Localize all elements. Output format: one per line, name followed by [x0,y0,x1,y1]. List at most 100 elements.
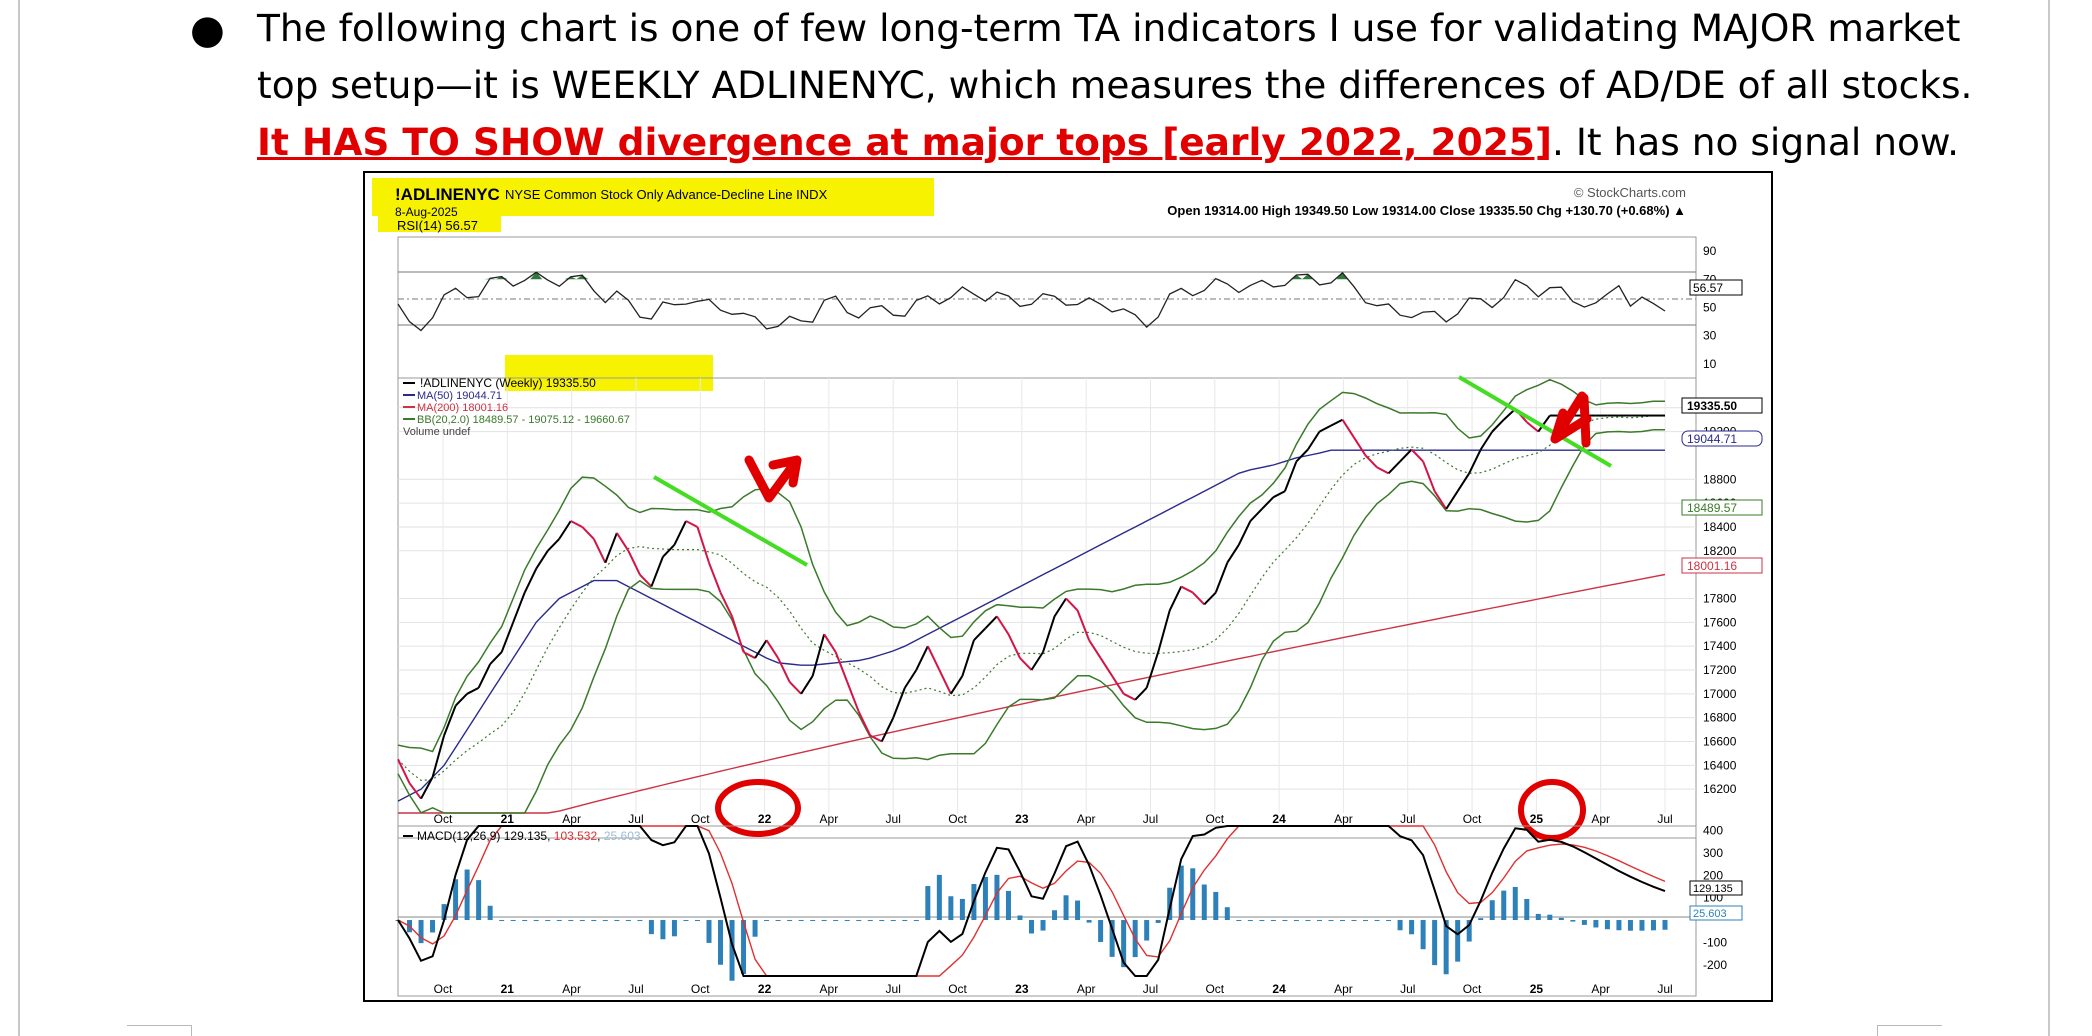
macd-hist-bar [1213,891,1219,921]
price-segment [1203,591,1217,606]
price-segment [547,538,560,552]
price-segment [558,520,572,540]
macd-hist-bar [1420,920,1426,950]
price-tick-label: 16800 [1703,711,1737,725]
price-segment [500,621,515,653]
price-segment [708,562,722,593]
macd-signal-line [397,825,1666,977]
macd-hist-bar [1478,918,1484,921]
rsi-tick-label: 30 [1703,329,1717,343]
trendline-2022 [653,475,808,567]
price-segment [1053,597,1067,617]
price-segment [1307,431,1321,451]
macd-hist-bar [545,920,551,922]
legend-volume: Volume undef [403,426,471,438]
price-segment [1387,460,1401,475]
bullet-paragraph: The following chart is one of few long-t… [257,0,1972,171]
macd-tick-label: -100 [1703,935,1727,949]
macd-hist-bar [890,920,896,922]
macd-hist-bar [1443,920,1449,975]
price-x-tick-label: Jul [1143,812,1158,826]
price-x-tick-label: 24 [1272,812,1286,826]
macd-legend-v2: 103.532 [554,829,598,843]
macd-hist-bar [787,920,793,922]
bullet-icon: ● [190,7,225,53]
arrow-2022-annotation [744,455,802,503]
macd-hist-bar [821,920,827,922]
price-segment [1445,490,1459,510]
macd-hist-bar [1305,920,1311,922]
price-segment [961,639,975,677]
macd-x-tick-label: 23 [1015,982,1029,996]
macd-hist-bar [1190,868,1196,921]
macd-x-tick-label: Apr [562,982,581,996]
macd-hist-bar [1155,920,1161,923]
price-x-tick-label: Jul [886,812,901,826]
rsi-line [397,271,1666,332]
price-segment [431,735,446,778]
macd-hist-bar [1455,920,1461,962]
price-segment [581,526,595,540]
page-corner-mark-left [127,1025,192,1036]
macd-hist-bar [1616,920,1622,931]
price-x-axis: Oct 21 Apr Jul Oct 22 Apr Jul Oct 23 Apr Jul Oct 24 Ap… [434,812,1673,826]
price-x-tick-label: Jul [1657,812,1672,826]
price-segment [846,681,860,713]
rsi-last-value: 56.57 [1693,281,1723,295]
price-x-tick-label: 22 [758,812,772,826]
price-tick-label: 16400 [1703,758,1737,772]
rsi-label: RSI(14) 56.57 [397,218,478,233]
macd-x-tick-label: Apr [1077,982,1096,996]
price-segment [1364,454,1378,469]
paragraph-line-1: The following chart is one of few long-t… [257,6,1961,50]
macd-hist-bar [1374,920,1380,922]
macd-hist-bar [487,905,493,921]
price-segment [1433,490,1447,510]
price-segment [1410,448,1424,463]
price-segment [639,573,653,588]
ma50-tag: 19044.71 [1687,432,1737,446]
price-segment [1226,544,1240,564]
macd-hist-bar [1167,887,1173,921]
macd-tick-label: -200 [1703,958,1727,972]
macd-x-tick-label: 21 [501,982,515,996]
price-segment [1376,466,1390,475]
macd-hist-bar [936,874,942,921]
price-segment [834,651,849,683]
macd-hist-bar [533,920,539,922]
chart-image-frame: !ADLINENYC NYSE Common Stock Only Advanc… [363,171,1773,1002]
macd-hist-bar [1109,920,1115,957]
macd-hist-bar [579,920,585,922]
macd-hist-bar [1570,920,1576,922]
macd-x-tick-label: Oct [1205,982,1224,996]
price-segment [719,592,733,617]
macd-hist-bar [499,920,505,922]
circle-25-annotation [1518,779,1586,841]
macd-hist-bar [1501,890,1507,921]
price-segment [811,633,826,677]
price-segment [489,651,503,665]
macd-hist-bar [1639,920,1645,931]
macd-x-tick-label: Oct [691,982,710,996]
price-axis: 1940019200188001860018400182001780017600… [1703,401,1737,796]
price-segment [1111,675,1125,695]
price-segment [1145,651,1160,689]
header-highlight [372,178,934,216]
macd-hist-bar [1224,907,1230,921]
macd-tag: 129.135 [1693,883,1733,895]
bollinger-upper-band [397,378,1665,753]
price-segment [604,532,618,564]
macd-hist-bar [1201,884,1207,921]
close-tag: 19335.50 [1687,399,1737,413]
macd-x-tick-label: Oct [434,982,453,996]
macd-hist-bar [1052,910,1058,921]
price-segment [1157,610,1171,653]
price-segment [662,544,676,558]
macd-hist-bar [1144,920,1150,941]
macd-legend-label: MACD(12,26,9) [417,829,500,843]
macd-hist-bar [591,920,597,922]
macd-hist-bar [913,920,919,922]
price-line [397,408,1665,800]
macd-hist-bar [430,920,436,933]
macd-hist-bar [1339,920,1345,922]
